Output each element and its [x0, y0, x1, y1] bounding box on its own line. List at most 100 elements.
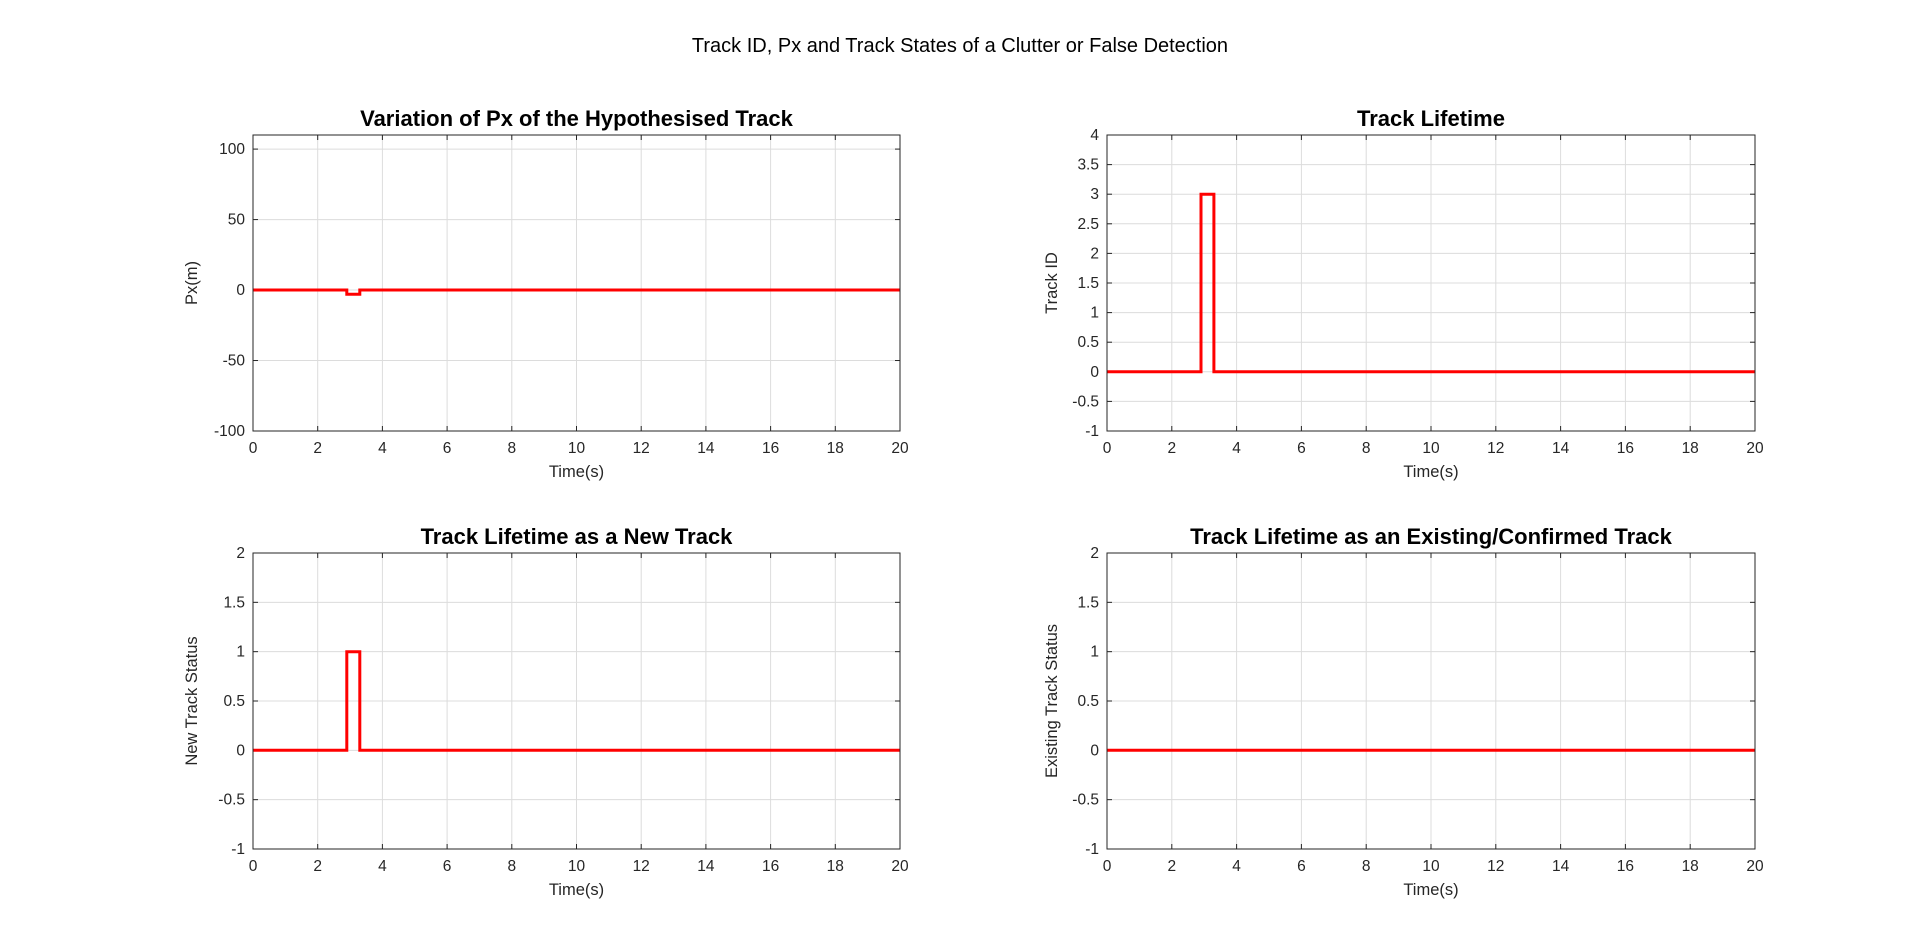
- x-tick-label: 8: [507, 858, 516, 875]
- x-tick-label: 10: [568, 440, 586, 457]
- x-tick-label: 4: [378, 440, 387, 457]
- axes-box: [252, 552, 901, 850]
- x-tick-label: 2: [313, 858, 322, 875]
- x-tick-label: 0: [249, 440, 258, 457]
- x-tick-label: 8: [507, 440, 516, 457]
- axes-box: [252, 134, 901, 432]
- x-tick-label: 6: [1297, 440, 1306, 457]
- subplot-2: 0 2 4 6 8 10 12 14 16 18 20 -1 -0.5 0 0.5 1 1.5 2 2.5 3 3.5 4…: [1043, 106, 1764, 481]
- y-axis-label: Existing Track Status: [1043, 624, 1061, 778]
- x-tick-label: 20: [1746, 858, 1764, 875]
- x-tick-label: 12: [633, 858, 650, 875]
- y-tick-label: 0.5: [223, 693, 245, 710]
- x-tick-label: 4: [1232, 858, 1241, 875]
- x-tick-label: 0: [249, 858, 258, 875]
- subplot-1: 0 2 4 6 8 10 12 14 16 18 20 -100 -50 0 50 100 Variation …: [183, 106, 909, 481]
- x-tick-label: 18: [1682, 858, 1699, 875]
- x-tick-label: 6: [443, 858, 452, 875]
- y-tick-label: 4: [1090, 127, 1099, 144]
- y-tick-label: 2.5: [1077, 216, 1099, 233]
- x-tick-label: 14: [697, 858, 715, 875]
- y-tick-label: 50: [228, 212, 246, 229]
- y-tick-label: 2: [236, 545, 245, 562]
- x-tick-label: 4: [378, 858, 387, 875]
- x-tick-label: 14: [697, 440, 715, 457]
- x-tick-label: 12: [1487, 440, 1504, 457]
- subplot-4: 0 2 4 6 8 10 12 14 16 18 20 -1 -0.5 0 0.5 1 1.5 2 Track Li…: [1043, 524, 1764, 899]
- x-tick-label: 2: [313, 440, 322, 457]
- y-tick-label: 0.5: [1077, 334, 1099, 351]
- axes-box: [1106, 552, 1756, 850]
- x-tick-label: 12: [633, 440, 650, 457]
- x-axis-label: Time(s): [1403, 463, 1458, 481]
- x-tick-label: 0: [1103, 440, 1112, 457]
- series-line-1: [253, 650, 900, 752]
- x-tick-label: 10: [1422, 858, 1440, 875]
- x-tick-label: 2: [1167, 440, 1176, 457]
- x-tick-label: 0: [1103, 858, 1112, 875]
- y-tick-label: 1.5: [1077, 275, 1099, 292]
- x-tick-label: 6: [1297, 858, 1306, 875]
- subplot-title: Track Lifetime: [1357, 106, 1505, 131]
- x-tick-label: 16: [762, 858, 779, 875]
- x-tick-label: 20: [891, 858, 909, 875]
- y-tick-label: -1: [1085, 423, 1099, 440]
- y-tick-label: -0.5: [1072, 792, 1099, 809]
- x-tick-label: 14: [1552, 440, 1570, 457]
- x-tick-label: 12: [1487, 858, 1504, 875]
- y-axis-label: Track ID: [1043, 252, 1061, 314]
- y-axis-label: Px(m): [183, 261, 201, 305]
- y-tick-label: 0: [1090, 742, 1099, 759]
- x-tick-label: 8: [1362, 440, 1371, 457]
- y-tick-label: -1: [231, 841, 245, 858]
- x-tick-label: 16: [1617, 858, 1634, 875]
- y-tick-label: 0: [236, 742, 245, 759]
- y-tick-label: 0: [236, 282, 245, 299]
- subplot-title: Track Lifetime as an Existing/Confirmed …: [1190, 524, 1672, 549]
- x-tick-label: 10: [568, 858, 586, 875]
- y-tick-label: 2: [1090, 245, 1099, 262]
- x-tick-label: 20: [1746, 440, 1764, 457]
- x-tick-label: 4: [1232, 440, 1241, 457]
- x-tick-label: 2: [1167, 858, 1176, 875]
- x-axis-label: Time(s): [549, 463, 604, 481]
- y-tick-label: 3.5: [1077, 157, 1099, 174]
- x-tick-label: 18: [827, 858, 844, 875]
- x-tick-label: 20: [891, 440, 909, 457]
- series-line-1: [253, 288, 900, 296]
- x-axis-label: Time(s): [549, 881, 604, 899]
- figure-suptitle: Track ID, Px and Track States of a Clutt…: [691, 35, 1229, 57]
- x-tick-label: 18: [827, 440, 844, 457]
- y-tick-label: -0.5: [1072, 393, 1099, 410]
- x-tick-label: 8: [1362, 858, 1371, 875]
- subplot-3: 0 2 4 6 8 10 12 14 16 18 20 -1 -0.5 0 0.5 1 1.5 2 Track Li…: [183, 524, 909, 899]
- x-tick-label: 16: [1617, 440, 1634, 457]
- x-tick-label: 16: [762, 440, 779, 457]
- x-tick-label: 18: [1682, 440, 1699, 457]
- y-tick-label: 0.5: [1077, 693, 1099, 710]
- y-tick-label: -50: [223, 353, 246, 370]
- y-tick-label: 100: [219, 141, 245, 158]
- y-tick-label: 3: [1090, 186, 1099, 203]
- subplot-title: Variation of Px of the Hypothesised Trac…: [360, 106, 794, 131]
- y-tick-label: 1.5: [1077, 594, 1099, 611]
- y-tick-label: 2: [1090, 545, 1099, 562]
- y-tick-label: -0.5: [218, 792, 245, 809]
- y-tick-label: 1: [1090, 305, 1099, 322]
- y-tick-label: 1: [1090, 644, 1099, 661]
- x-tick-label: 14: [1552, 858, 1570, 875]
- y-tick-label: 0: [1090, 364, 1099, 381]
- y-tick-label: -1: [1085, 841, 1099, 858]
- y-tick-label: 1.5: [223, 594, 245, 611]
- axes-box: [1106, 134, 1756, 432]
- y-axis-label: New Track Status: [183, 636, 201, 765]
- x-tick-label: 10: [1422, 440, 1440, 457]
- y-tick-label: 1: [236, 644, 245, 661]
- subplot-title: Track Lifetime as a New Track: [421, 524, 734, 549]
- x-axis-label: Time(s): [1403, 881, 1458, 899]
- x-tick-label: 6: [443, 440, 452, 457]
- y-tick-label: -100: [214, 423, 245, 440]
- series-line-1: [1107, 192, 1755, 374]
